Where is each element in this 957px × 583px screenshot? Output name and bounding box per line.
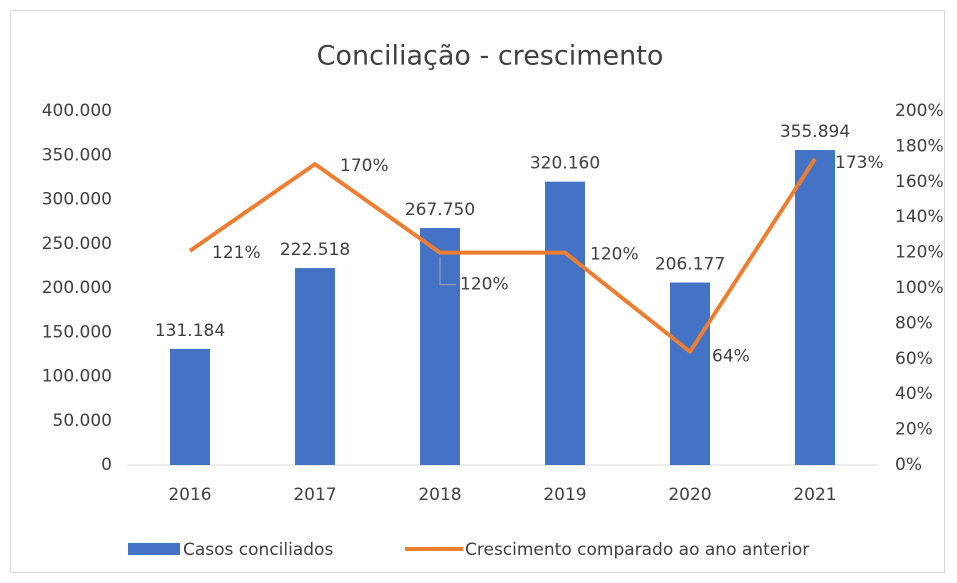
legend-label: Casos conciliados [183, 540, 333, 560]
data-label: 355.894 [780, 122, 850, 142]
x-tick-label: 2019 [543, 485, 586, 505]
data-label: 170% [340, 156, 389, 176]
y2-tick-label: 180% [895, 136, 944, 156]
legend-swatch [128, 543, 180, 555]
data-label: 173% [835, 153, 884, 173]
data-label: 131.184 [155, 321, 225, 341]
data-label: 120% [590, 245, 639, 265]
x-tick-label: 2018 [418, 485, 461, 505]
y2-tick-label: 60% [895, 349, 933, 369]
y2-tick-label: 200% [895, 101, 944, 121]
data-label: 320.160 [530, 154, 600, 174]
data-label: 121% [212, 243, 261, 263]
y-tick-label: 150.000 [42, 322, 112, 342]
y-tick-label: 0 [101, 455, 112, 475]
y2-tick-label: 120% [895, 243, 944, 263]
y-tick-label: 50.000 [53, 411, 112, 431]
data-label: 267.750 [405, 200, 475, 220]
bar [170, 348, 210, 465]
y-tick-label: 400.000 [42, 101, 112, 121]
y2-tick-label: 140% [895, 207, 944, 227]
x-tick-label: 2020 [668, 485, 711, 505]
y-tick-label: 100.000 [42, 367, 112, 387]
data-label: 222.518 [280, 240, 350, 260]
x-tick-label: 2021 [793, 485, 836, 505]
bar [295, 268, 335, 465]
leader-line [439, 256, 456, 286]
data-label: 120% [460, 275, 509, 295]
chart-border [10, 10, 945, 573]
y2-tick-label: 20% [895, 420, 933, 440]
y2-tick-label: 80% [895, 313, 933, 333]
bar [670, 282, 710, 465]
y-tick-label: 200.000 [42, 278, 112, 298]
bar [795, 150, 835, 465]
data-label: 64% [712, 347, 750, 367]
chart-title: Conciliação - crescimento [317, 41, 664, 72]
y2-tick-label: 160% [895, 172, 944, 192]
data-label: 206.177 [655, 255, 725, 275]
y2-tick-label: 40% [895, 384, 933, 404]
y2-tick-label: 0% [895, 455, 922, 475]
y-tick-label: 350.000 [42, 145, 112, 165]
y-tick-label: 300.000 [42, 190, 112, 210]
y-tick-label: 250.000 [42, 234, 112, 254]
line [188, 157, 817, 354]
legend-label: Crescimento comparado ao ano anterior [465, 540, 809, 560]
x-tick-label: 2016 [168, 485, 211, 505]
y2-tick-label: 100% [895, 278, 944, 298]
bar [545, 181, 585, 466]
x-tick-label: 2017 [293, 485, 336, 505]
